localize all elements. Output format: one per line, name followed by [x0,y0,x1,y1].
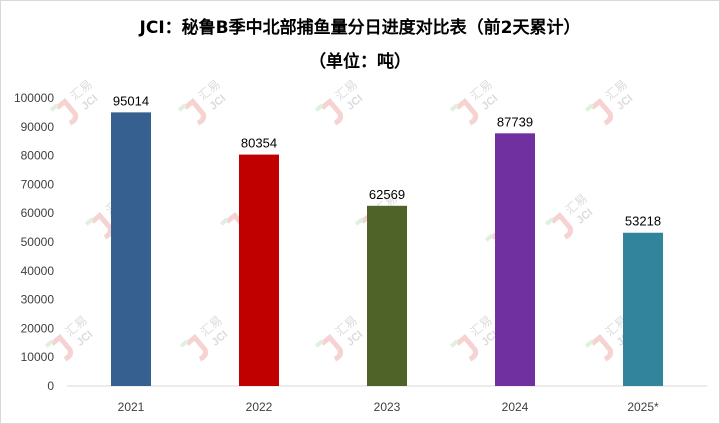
watermark-logo [49,103,59,112]
watermark-logo [544,217,554,226]
y-tick-label: 20000 [21,321,55,335]
data-label: 53218 [625,214,661,229]
watermark-logo [320,333,344,362]
x-tick-label: 2022 [246,400,273,414]
bar [111,112,151,386]
watermark-logo [314,103,324,112]
y-tick-label: 40000 [21,264,55,278]
y-tick-label: 70000 [21,177,55,191]
y-tick-label: 50000 [21,235,55,249]
x-tick-label: 2023 [374,400,401,414]
watermark-logo [590,97,614,126]
y-tick-label: 80000 [21,149,55,163]
x-tick-label: 2024 [502,400,529,414]
watermark-logo [183,97,207,126]
y-tick-label: 0 [47,379,54,393]
bar [623,232,663,386]
watermark-logo [314,339,324,348]
watermark-logo [320,97,344,126]
watermark-logo [55,97,79,126]
watermark-logo [455,333,479,362]
watermark-logo [449,103,459,112]
watermark-logo [50,333,74,362]
watermark-logo [455,97,479,126]
watermark-logo [179,339,189,348]
y-tick-label: 30000 [21,293,55,307]
data-label: 62569 [369,187,405,202]
data-label: 87739 [497,114,533,129]
y-tick-label: 100000 [14,91,54,105]
bar [367,205,407,386]
watermark-logo [44,339,54,348]
chart-subtitle: （单位：吨） [309,52,411,72]
chart-title: JCI：秘鲁B季中北部捕鱼量分日进度对比表（前2天累计） [139,18,581,38]
data-label: 95014 [113,93,149,108]
watermark-logo [185,333,209,362]
watermark-logo [484,233,494,242]
bar [495,133,535,386]
data-label: 80354 [241,136,277,151]
watermark-logo [219,217,229,226]
watermark-logo [584,103,594,112]
watermark-logo [84,217,94,226]
y-tick-label: 90000 [21,120,55,134]
y-tick-label: 60000 [21,206,55,220]
watermark-logo [354,217,364,226]
y-tick-label: 10000 [21,350,55,364]
watermark-logo [177,103,187,112]
x-tick-label: 2021 [118,400,145,414]
bar [239,154,279,386]
watermark-logo [584,339,594,348]
watermark-logo [590,333,614,362]
watermark-logo [550,211,574,240]
x-tick-label: 2025* [627,400,659,414]
watermark-logo [90,211,114,240]
watermark-logo [449,339,459,348]
